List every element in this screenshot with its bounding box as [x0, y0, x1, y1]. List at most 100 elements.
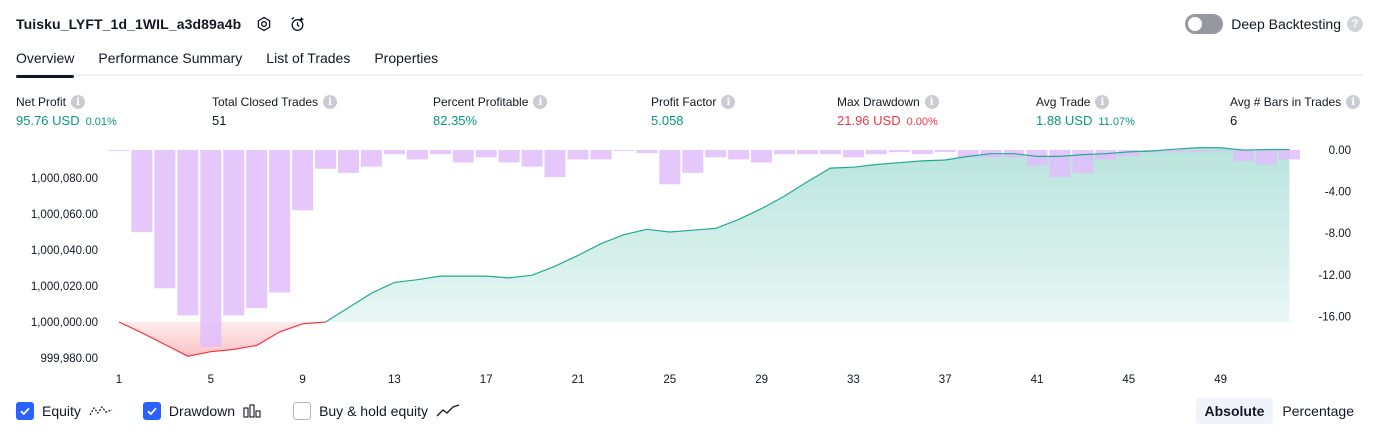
- metric-percent-profitable: Percent Profitable i 82.35%: [433, 94, 548, 129]
- tab-performance-summary[interactable]: Performance Summary: [98, 50, 243, 66]
- info-icon[interactable]: i: [721, 95, 736, 109]
- legend-drawdown[interactable]: Drawdown: [142, 402, 263, 420]
- legend-equity-label: Equity: [42, 403, 81, 419]
- metric-label: Profit Factor: [651, 95, 717, 109]
- info-icon[interactable]: i: [71, 95, 86, 109]
- legend-buy-hold[interactable]: Buy & hold equity: [293, 402, 460, 420]
- deep-backtesting-toggle[interactable]: [1185, 14, 1224, 34]
- add-alert-icon[interactable]: [287, 13, 309, 35]
- metric-label: Max Drawdown: [837, 95, 920, 109]
- drawdown-bar: [131, 150, 153, 233]
- x-axis-tick: 5: [208, 374, 214, 386]
- drawdown-bar: [1095, 150, 1117, 160]
- help-icon[interactable]: ?: [1347, 16, 1363, 32]
- tab-overview[interactable]: Overview: [16, 46, 75, 78]
- equity-line-icon: [89, 404, 113, 418]
- metric-percent: 0.01%: [85, 116, 117, 128]
- drawdown-bar: [475, 150, 497, 158]
- drawdown-bar: [705, 150, 727, 158]
- x-axis: 1 5 9 13 17 21 25 29 33 37 41 45 49: [116, 374, 1227, 386]
- metric-label: Avg # Bars in Trades: [1230, 95, 1342, 109]
- metric-value: 95.76 USD: [16, 113, 80, 128]
- drawdown-bar: [498, 150, 520, 163]
- drawdown-bar: [223, 150, 245, 316]
- tab-list-of-trades[interactable]: List of Trades: [266, 50, 351, 66]
- percentage-button[interactable]: Percentage: [1282, 403, 1354, 419]
- x-axis-tick: 45: [1122, 374, 1135, 386]
- drawdown-bar: [1049, 150, 1071, 177]
- metric-value: 6: [1230, 113, 1238, 128]
- drawdown-bar: [1210, 150, 1232, 151]
- left-axis-tick: 1,000,000.00: [31, 317, 98, 329]
- equity-chart[interactable]: 1,000,080.00 1,000,060.00 1,000,040.00 1,00…: [0, 140, 1379, 395]
- left-axis-tick: 1,000,060.00: [31, 209, 98, 221]
- equity-checkbox[interactable]: [16, 402, 34, 420]
- drawdown-bar: [888, 150, 910, 153]
- right-axis-tick: -16.00: [1318, 311, 1351, 323]
- metric-value: 82.35%: [433, 113, 478, 128]
- right-axis-tick: -12.00: [1318, 270, 1351, 282]
- drawdown-bar: [200, 150, 222, 347]
- metric-percent: 0.00%: [906, 116, 938, 128]
- equity-line-profit: [325, 147, 1290, 323]
- x-axis-tick: 41: [1031, 374, 1044, 386]
- right-axis-tick: 0.00: [1329, 145, 1351, 157]
- report-header: Tuisku_LYFT_1d_1WIL_a3d89a4b: [16, 12, 309, 36]
- drawdown-bar: [1256, 150, 1277, 165]
- metric-net-profit: Net Profit i 95.76 USD 0.01%: [16, 94, 117, 129]
- x-axis-tick: 9: [299, 374, 305, 386]
- deep-backtesting: Deep Backtesting ?: [1185, 12, 1363, 36]
- drawdown-bar: [567, 150, 589, 160]
- drawdown-bar: [842, 150, 864, 158]
- right-axis-tick: -8.00: [1325, 228, 1351, 240]
- absolute-button[interactable]: Absolute: [1195, 398, 1274, 424]
- info-icon[interactable]: i: [1346, 95, 1361, 109]
- left-axis: 1,000,080.00 1,000,060.00 1,000,040.00 1,00…: [31, 173, 98, 365]
- drawdown-bar: [383, 150, 405, 155]
- equity-negative-area: [119, 322, 326, 357]
- x-axis-tick: 33: [847, 374, 860, 386]
- equity-line-loss: [118, 321, 326, 357]
- drawdown-bar: [636, 150, 658, 154]
- buy-hold-checkbox[interactable]: [293, 402, 312, 420]
- drawdown-bar: [108, 150, 130, 151]
- metric-label: Net Profit: [16, 95, 67, 109]
- x-axis-tick: 25: [663, 374, 676, 386]
- drawdown-bar: [269, 150, 291, 293]
- view-mode-toggle: Absolute Percentage: [1195, 397, 1364, 425]
- left-axis-tick: 999,980.00: [40, 353, 98, 365]
- drawdown-bars-icon: [243, 404, 263, 418]
- tab-properties[interactable]: Properties: [374, 50, 439, 66]
- metric-value: 5.058: [651, 113, 684, 128]
- chart-legend: Equity Drawdown Buy & hold equity: [16, 400, 490, 422]
- equity-positive-area: [325, 147, 1290, 322]
- metric-label: Avg Trade: [1036, 95, 1091, 109]
- info-icon[interactable]: i: [323, 95, 338, 109]
- settings-icon[interactable]: [253, 13, 275, 35]
- info-icon[interactable]: i: [1095, 95, 1110, 109]
- legend-equity[interactable]: Equity: [16, 402, 113, 420]
- drawdown-bar: [177, 150, 199, 316]
- drawdown-checkbox[interactable]: [142, 402, 161, 420]
- metric-avg-bars: Avg # Bars in Trades i 6: [1230, 94, 1361, 129]
- info-icon[interactable]: i: [924, 95, 939, 109]
- drawdown-bar: [1118, 150, 1140, 157]
- metric-value: 1.88 USD: [1036, 113, 1093, 128]
- drawdown-bar: [1164, 150, 1186, 153]
- drawdown-bar: [590, 150, 612, 160]
- right-axis-tick: -4.00: [1325, 187, 1351, 199]
- drawdown-bar: [819, 150, 841, 155]
- info-icon[interactable]: i: [533, 95, 548, 109]
- drawdown-bar: [957, 150, 979, 158]
- buy-hold-line-icon: [436, 404, 460, 418]
- x-axis-tick: 49: [1214, 374, 1227, 386]
- x-axis-tick: 1: [116, 374, 122, 386]
- drawdown-bar: [1187, 150, 1209, 153]
- drawdown-bar: [797, 150, 818, 155]
- x-axis-tick: 21: [572, 374, 585, 386]
- metric-avg-trade: Avg Trade i 1.88 USD 11.07%: [1036, 94, 1135, 129]
- legend-buy-hold-label: Buy & hold equity: [319, 403, 429, 419]
- x-axis-tick: 37: [939, 374, 952, 386]
- equity-area-group: [119, 147, 1290, 357]
- metric-total-closed-trades: Total Closed Trades i 51: [212, 94, 338, 129]
